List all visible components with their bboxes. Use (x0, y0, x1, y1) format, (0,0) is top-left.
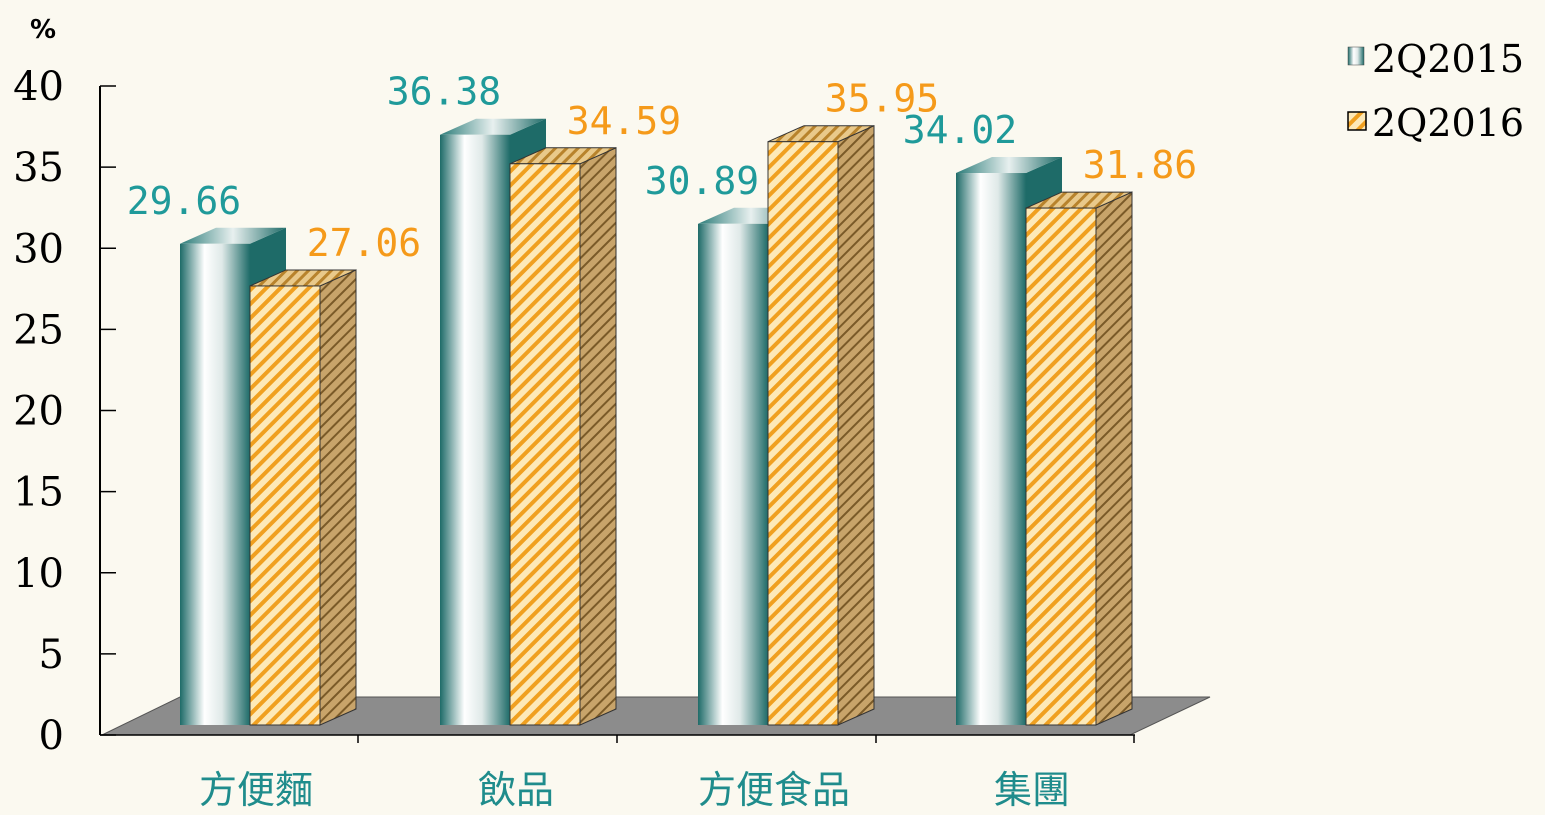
legend-label-2015: 2Q2015 (1372, 37, 1524, 81)
y-axis: 0 5 10 15 20 25 30 35 40 (13, 64, 1135, 759)
legend: 2Q2015 2Q2016 (1347, 37, 1524, 145)
bar-front-face (1025, 207, 1097, 726)
bar-front-face (698, 223, 768, 725)
bar-2016-1 (509, 147, 617, 726)
bar-2016-2 (767, 124, 875, 726)
legend-swatch-2015 (1347, 46, 1365, 66)
value-label-2016-0: 27.06 (307, 221, 421, 265)
category-label-2: 方便食品 (698, 768, 850, 812)
y-tick-label: 0 (39, 713, 64, 759)
bars (180, 118, 1133, 726)
bar-front-face (509, 163, 581, 726)
bar-front-face (249, 285, 321, 726)
legend-label-2016: 2Q2016 (1372, 101, 1524, 145)
y-tick-label: 40 (13, 64, 64, 110)
y-tick-label: 20 (13, 389, 64, 435)
value-label-2016-1: 34.59 (567, 99, 681, 143)
category-label-3: 集團 (994, 768, 1070, 812)
category-label-1: 飲品 (478, 768, 554, 812)
y-tick-label: 35 (13, 145, 64, 191)
bar-2016-0 (249, 269, 357, 726)
bar-side-face (319, 269, 357, 726)
bar-side-face (579, 147, 617, 726)
value-label-2015-2: 30.89 (645, 159, 759, 203)
value-label-2016-2: 35.95 (825, 77, 939, 121)
value-label-2015-0: 29.66 (127, 179, 241, 223)
y-tick-label: 10 (13, 551, 64, 597)
value-label-2015-1: 36.38 (387, 70, 501, 114)
bar-top-face (440, 118, 546, 135)
category-label-0: 方便麵 (199, 768, 313, 812)
bar-front-face (767, 141, 839, 726)
bar-front-face (440, 134, 510, 725)
y-tick-label: 30 (13, 226, 64, 272)
bar-front-face (180, 243, 250, 726)
bar-top-face (180, 227, 286, 244)
y-unit-label: % (30, 15, 56, 45)
value-label-2016-3: 31.86 (1083, 143, 1197, 187)
legend-swatch-2016 (1347, 111, 1367, 131)
bar-top-face (956, 157, 1062, 174)
bar-side-face (1095, 191, 1133, 726)
legend-item-2016: 2Q2016 (1347, 101, 1524, 145)
bar-2016-3 (1025, 191, 1133, 726)
y-tick-label: 5 (39, 632, 64, 678)
y-tick-label: 15 (13, 470, 64, 516)
bar-front-face (956, 173, 1026, 725)
legend-item-2015: 2Q2015 (1347, 37, 1524, 81)
y-tick-label: 25 (13, 307, 64, 353)
value-label-2015-3: 34.02 (903, 108, 1017, 152)
category-labels: 方便麵 飲品 方便食品 集團 (199, 768, 1070, 812)
bar-side-face (837, 124, 875, 726)
